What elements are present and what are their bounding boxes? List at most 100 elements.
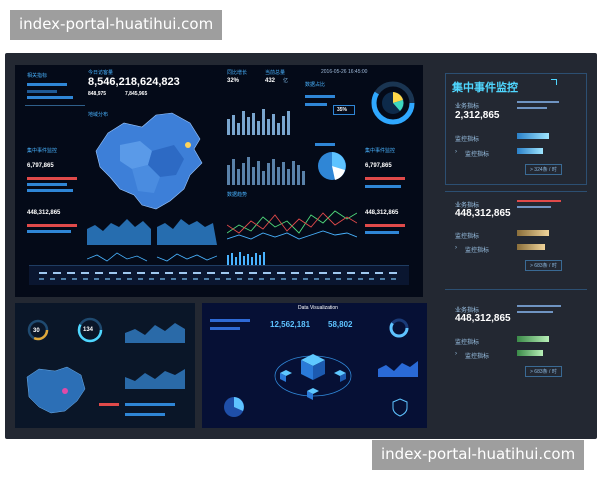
current-unit: 亿 bbox=[283, 78, 289, 84]
left-value: 448,312,865 bbox=[27, 210, 61, 216]
metric-label: 监控指标 bbox=[455, 137, 480, 143]
sub-value: 848,975 bbox=[88, 91, 107, 97]
expand-chevron-icon[interactable]: › bbox=[455, 351, 457, 357]
alert-bar bbox=[99, 403, 119, 406]
left-value: 6,797,865 bbox=[27, 163, 54, 169]
alert-bar bbox=[27, 224, 77, 227]
bottom-left-screen: 30 134 bbox=[15, 303, 195, 428]
expand-chevron-icon[interactable]: › bbox=[455, 245, 457, 251]
ring-gauge bbox=[371, 81, 415, 125]
progress-bar bbox=[125, 403, 175, 406]
rate-badge[interactable]: > 683条 / 时 bbox=[525, 366, 562, 377]
progress-bar bbox=[27, 230, 71, 233]
metric-bar bbox=[517, 133, 549, 139]
progress-bar bbox=[27, 83, 67, 86]
progress-bar bbox=[27, 96, 73, 99]
metric-label: 监控指标 bbox=[455, 234, 480, 240]
progress-bar bbox=[125, 413, 165, 416]
area-chart bbox=[87, 219, 217, 245]
ticker-strip bbox=[29, 265, 409, 285]
isometric-cubes bbox=[274, 354, 352, 400]
alert-bar bbox=[27, 177, 77, 180]
progress-bar bbox=[315, 143, 335, 146]
metric-label: 监控指标 bbox=[455, 340, 480, 346]
metric-bar bbox=[517, 244, 545, 250]
progress-bar bbox=[517, 206, 551, 208]
metric-bar bbox=[517, 350, 543, 356]
multi-line-chart bbox=[227, 210, 357, 240]
pie-chart bbox=[318, 152, 346, 180]
gauge-b bbox=[77, 317, 103, 343]
expand-chevron-icon[interactable]: › bbox=[455, 149, 457, 155]
progress-bar bbox=[210, 327, 240, 330]
gauge-b-value: 134 bbox=[83, 327, 94, 333]
growth-value: 32% bbox=[227, 78, 240, 84]
ratio-title: 数据占比 bbox=[305, 82, 326, 88]
alert-bar bbox=[365, 177, 405, 180]
header-label: 同比增长 bbox=[227, 70, 248, 76]
screen-title: Data Visualization bbox=[298, 305, 338, 311]
area-chart bbox=[378, 361, 418, 377]
progress-bar bbox=[27, 189, 73, 192]
sub-value: 7,845,965 bbox=[125, 91, 148, 97]
header-label: 今日访客量 bbox=[88, 70, 114, 76]
section-value: 448,312,865 bbox=[455, 313, 511, 324]
total-visitors-value: 8,546,218,624,823 bbox=[88, 76, 180, 88]
trend-title: 数据趋势 bbox=[227, 192, 248, 198]
progress-bar bbox=[305, 95, 335, 98]
metric-label: 监控指标 bbox=[465, 152, 490, 158]
shield-icon bbox=[392, 398, 408, 417]
divider bbox=[25, 105, 85, 106]
metric-bar bbox=[517, 230, 549, 236]
bar-histogram bbox=[227, 109, 290, 135]
progress-bar bbox=[517, 107, 547, 109]
main-dashboard-screen: 相关指标 今日访客量 8,546,218,624,823 848,975 7,8… bbox=[15, 65, 423, 297]
right-block-title: 集中事件监控 bbox=[365, 148, 396, 154]
header-label: 当前总量 bbox=[265, 70, 286, 76]
percent-value: 35% bbox=[337, 107, 348, 113]
region-map bbox=[26, 366, 86, 414]
pie-chart bbox=[224, 397, 244, 417]
section-label: 业务指标 bbox=[455, 308, 480, 314]
area-chart bbox=[125, 369, 185, 389]
metric-bar bbox=[517, 148, 543, 154]
monitor-section-1 bbox=[445, 73, 587, 185]
rate-badge[interactable]: > 683条 / 时 bbox=[525, 260, 562, 271]
small-bars bbox=[227, 252, 265, 265]
bottom-center-screen: Data Visualization 12,562,181 58,802 bbox=[202, 303, 427, 428]
progress-bar bbox=[305, 103, 327, 106]
monitor-title: 集中事件监控 bbox=[452, 82, 518, 94]
bar-histogram bbox=[227, 157, 305, 185]
progress-bar bbox=[517, 101, 559, 103]
dashboard-frame: 相关指标 今日访客量 8,546,218,624,823 848,975 7,8… bbox=[5, 53, 597, 439]
section-value: 2,312,865 bbox=[455, 110, 500, 121]
metric-label: 监控指标 bbox=[465, 248, 490, 254]
gauge-a bbox=[27, 319, 49, 341]
map-title: 地域分布 bbox=[88, 112, 109, 118]
progress-bar bbox=[365, 231, 399, 234]
gauge-a-value: 30 bbox=[33, 328, 40, 334]
section-label: 业务指标 bbox=[455, 104, 480, 110]
progress-bar bbox=[210, 319, 250, 322]
section-label: 业务指标 bbox=[455, 203, 480, 209]
current-value: 432 bbox=[265, 78, 276, 84]
datetime: 2016-05-26 16:45:00 bbox=[321, 69, 368, 75]
rate-badge[interactable]: > 324条 / 时 bbox=[525, 164, 562, 175]
progress-bar bbox=[365, 185, 401, 188]
watermark-top: index-portal-huatihui.com bbox=[10, 10, 223, 40]
metric-bar bbox=[517, 336, 549, 342]
alert-bar bbox=[517, 200, 561, 202]
left-section-title: 相关指标 bbox=[27, 73, 48, 79]
divider bbox=[445, 191, 587, 192]
watermark-bottom: index-portal-huatihui.com bbox=[372, 440, 585, 470]
value-b: 58,802 bbox=[328, 320, 353, 329]
alert-bar bbox=[365, 224, 405, 227]
percent-box: 35% bbox=[333, 105, 355, 115]
right-value: 6,797,865 bbox=[365, 163, 392, 169]
right-monitor-panel: 集中事件监控 业务指标 2,312,865 监控指标 › 监控指标 > 324条… bbox=[435, 63, 593, 433]
metric-label: 监控指标 bbox=[465, 354, 490, 360]
china-map bbox=[95, 112, 203, 210]
progress-bar bbox=[27, 183, 67, 186]
ring-gauge bbox=[389, 318, 409, 338]
line-chart bbox=[87, 252, 217, 262]
